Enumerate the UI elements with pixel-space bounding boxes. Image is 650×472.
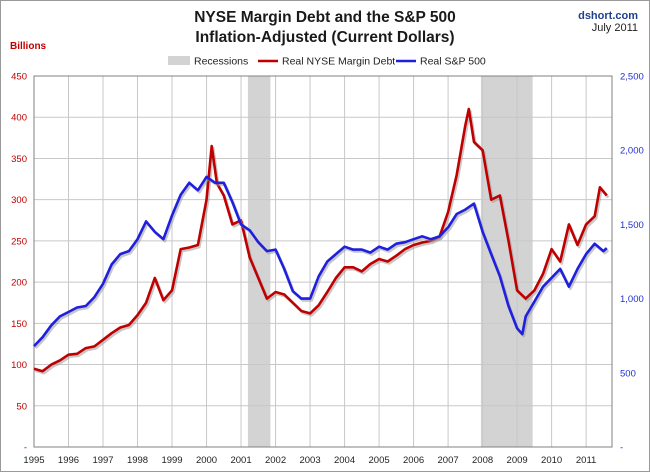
legend-label-series-1: Real NYSE Margin Debt <box>282 56 395 68</box>
legend-label-series-2: Real S&P 500 <box>420 56 486 68</box>
chart-title-line1: NYSE Margin Debt and the S&P 500 <box>194 9 456 26</box>
x-axis-tick-label: 2006 <box>403 455 424 466</box>
right-axis-tick-label: 1,000 <box>620 294 644 305</box>
x-axis-tick-label: 1996 <box>58 455 79 466</box>
x-axis-tick-label: 2010 <box>541 455 562 466</box>
legend-swatch-recessions <box>168 56 190 65</box>
x-axis-tick-label: 2003 <box>299 455 320 466</box>
left-axis-tick-label: 100 <box>11 360 27 371</box>
right-axis-tick-label: - <box>620 443 623 454</box>
legend-label-recessions: Recessions <box>194 56 248 68</box>
left-axis-tick-label: 450 <box>11 72 27 83</box>
chart-title-line2: Inflation-Adjusted (Current Dollars) <box>195 29 455 46</box>
left-axis-tick-label: 400 <box>11 113 27 124</box>
left-axis-tick-label: 200 <box>11 278 27 289</box>
x-axis-tick-label: 2005 <box>369 455 390 466</box>
right-axis-tick-label: 2,500 <box>620 72 644 83</box>
right-axis-tick-label: 500 <box>620 368 636 379</box>
x-axis-tick-label: 2001 <box>230 455 251 466</box>
x-axis-tick-label: 1995 <box>23 455 44 466</box>
x-axis-tick-label: 2000 <box>196 455 217 466</box>
x-axis-tick-label: 1999 <box>161 455 182 466</box>
left-axis-tick-label: 300 <box>11 195 27 206</box>
x-axis-tick-label: 2004 <box>334 455 355 466</box>
margin-debt-line <box>33 107 608 373</box>
x-axis-tick-label: 2007 <box>438 455 459 466</box>
right-axis-tick-label: 1,500 <box>620 220 644 231</box>
plot-border <box>33 75 613 448</box>
x-axis-tick-label: 2009 <box>507 455 528 466</box>
left-axis-tick-label: 150 <box>11 319 27 330</box>
sp500-line <box>33 175 608 348</box>
recession-band-1 <box>247 76 271 447</box>
left-axis-tick-label: 350 <box>11 154 27 165</box>
source-date: July 2011 <box>591 22 638 34</box>
x-axis-tick-label: 1998 <box>127 455 148 466</box>
source-block: dshort.com July 2011 <box>578 10 638 34</box>
recession-band-2 <box>480 76 533 447</box>
x-axis-tick-label: 2008 <box>472 455 493 466</box>
chart-title: NYSE Margin Debt and the S&P 500 Inflati… <box>0 8 650 48</box>
left-axis-tick-label: 250 <box>11 236 27 247</box>
x-axis-tick-label: 2002 <box>265 455 286 466</box>
left-axis-tick-label: 50 <box>16 401 27 412</box>
left-axis-unit: Billions <box>10 41 47 52</box>
right-axis-tick-label: 2,000 <box>620 146 644 157</box>
x-axis-tick-label: 1997 <box>92 455 113 466</box>
left-axis-tick-label: - <box>24 443 27 454</box>
source-site: dshort.com <box>578 10 638 22</box>
x-axis-tick-label: 2011 <box>576 455 596 466</box>
